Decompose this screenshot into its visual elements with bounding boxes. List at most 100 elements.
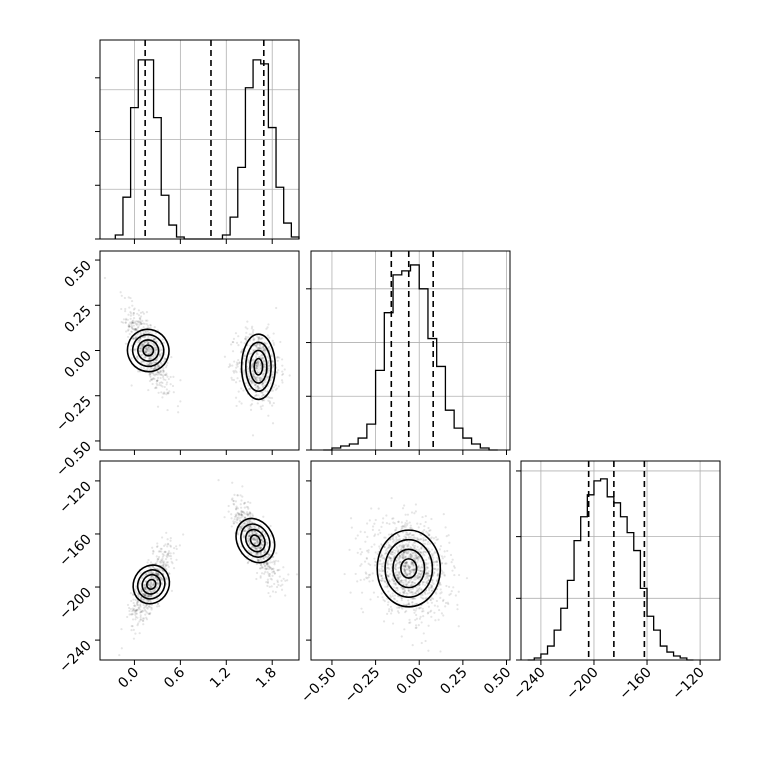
scatter-point bbox=[240, 341, 243, 344]
scatter-point bbox=[410, 568, 413, 572]
scatter-point bbox=[162, 367, 165, 370]
scatter-point bbox=[146, 595, 149, 598]
scatter-point bbox=[139, 318, 142, 321]
scatter-point bbox=[146, 595, 150, 598]
scatter-point bbox=[399, 575, 402, 578]
scatter-point bbox=[243, 357, 246, 361]
scatter-point bbox=[150, 378, 153, 381]
scatter-point bbox=[402, 552, 405, 555]
scatter-point bbox=[404, 578, 407, 581]
scatter-point bbox=[160, 391, 163, 394]
scatter-point bbox=[154, 373, 157, 376]
scatter-point bbox=[426, 575, 429, 578]
scatter-point bbox=[398, 575, 401, 579]
scatter-point bbox=[253, 337, 256, 341]
scatter-point bbox=[400, 525, 403, 528]
scatter-point bbox=[451, 558, 454, 561]
scatter-point bbox=[390, 497, 393, 500]
scatter-point bbox=[135, 608, 138, 611]
scatter-point bbox=[135, 608, 138, 612]
scatter-point bbox=[138, 349, 142, 353]
scatter-point bbox=[404, 604, 407, 607]
scatter-point bbox=[255, 362, 258, 365]
scatter-point bbox=[259, 376, 262, 379]
scatter-point bbox=[435, 599, 438, 603]
scatter-point bbox=[142, 606, 145, 610]
scatter-point bbox=[425, 576, 428, 579]
scatter-point bbox=[149, 357, 152, 360]
scatter-point bbox=[152, 361, 155, 364]
scatter-point bbox=[147, 346, 150, 349]
scatter-point bbox=[400, 545, 404, 548]
density-contour bbox=[145, 578, 157, 591]
scatter-point bbox=[136, 603, 139, 607]
scatter-point bbox=[449, 553, 453, 557]
scatter-point bbox=[277, 583, 280, 587]
scatter-point bbox=[424, 520, 427, 524]
scatter-point bbox=[402, 556, 405, 559]
scatter-point bbox=[176, 405, 180, 408]
scatter-point bbox=[122, 318, 126, 321]
scatter-point bbox=[406, 592, 409, 595]
scatter-point bbox=[422, 537, 425, 540]
scatter-point bbox=[403, 589, 406, 593]
scatter-point bbox=[249, 501, 252, 504]
scatter-point bbox=[251, 513, 254, 516]
scatter-point bbox=[145, 616, 148, 619]
scatter-point bbox=[142, 623, 145, 626]
scatter-point bbox=[423, 528, 426, 532]
scatter-point bbox=[398, 572, 401, 575]
scatter-point bbox=[417, 555, 421, 559]
scatter-point bbox=[151, 594, 154, 597]
scatter-point bbox=[240, 513, 243, 516]
scatter-point bbox=[262, 399, 266, 402]
scatter-point bbox=[227, 510, 230, 513]
scatter-point bbox=[376, 552, 379, 556]
scatter-point bbox=[402, 587, 406, 590]
scatter-point bbox=[254, 384, 257, 387]
axes-frame bbox=[310, 460, 511, 661]
scatter-point bbox=[159, 576, 162, 579]
scatter-point bbox=[418, 575, 421, 578]
scatter-point bbox=[151, 572, 155, 575]
scatter-point bbox=[138, 341, 141, 344]
scatter-point bbox=[258, 343, 261, 346]
scatter-point bbox=[411, 561, 414, 564]
scatter-point bbox=[404, 556, 407, 559]
scatter-point bbox=[414, 510, 417, 513]
scatter-point bbox=[129, 607, 132, 611]
scatter-point bbox=[147, 388, 150, 392]
scatter-point bbox=[139, 603, 142, 606]
scatter-point bbox=[416, 522, 419, 525]
scatter-point bbox=[426, 577, 429, 580]
scatter-point bbox=[433, 560, 436, 564]
scatter-point bbox=[252, 381, 255, 385]
scatter-point bbox=[151, 571, 154, 574]
scatter-point bbox=[401, 581, 404, 584]
scatter-point bbox=[139, 331, 142, 334]
scatter-point bbox=[128, 606, 131, 610]
scatter-point bbox=[382, 579, 385, 582]
scatter-point bbox=[255, 364, 258, 367]
scatter-point bbox=[439, 545, 442, 548]
scatter-point bbox=[253, 530, 256, 533]
scatter-point bbox=[380, 579, 383, 582]
scatter-point bbox=[134, 613, 137, 616]
scatter-point bbox=[406, 531, 409, 534]
scatter-point bbox=[281, 364, 284, 367]
scatter-point bbox=[400, 579, 403, 582]
scatter-point bbox=[264, 568, 267, 571]
density-contour bbox=[384, 538, 434, 599]
scatter-point bbox=[398, 560, 402, 563]
scatter-point bbox=[137, 600, 140, 603]
scatter-point bbox=[152, 583, 156, 586]
scatter-point bbox=[155, 545, 159, 549]
scatter-point bbox=[407, 565, 410, 568]
scatter-point bbox=[411, 560, 414, 564]
scatter-point bbox=[378, 545, 381, 548]
scatter-point bbox=[263, 549, 266, 552]
scatter-point bbox=[275, 387, 279, 390]
scatter-point bbox=[150, 336, 153, 339]
scatter-point bbox=[403, 564, 407, 567]
scatter-point bbox=[254, 355, 258, 358]
